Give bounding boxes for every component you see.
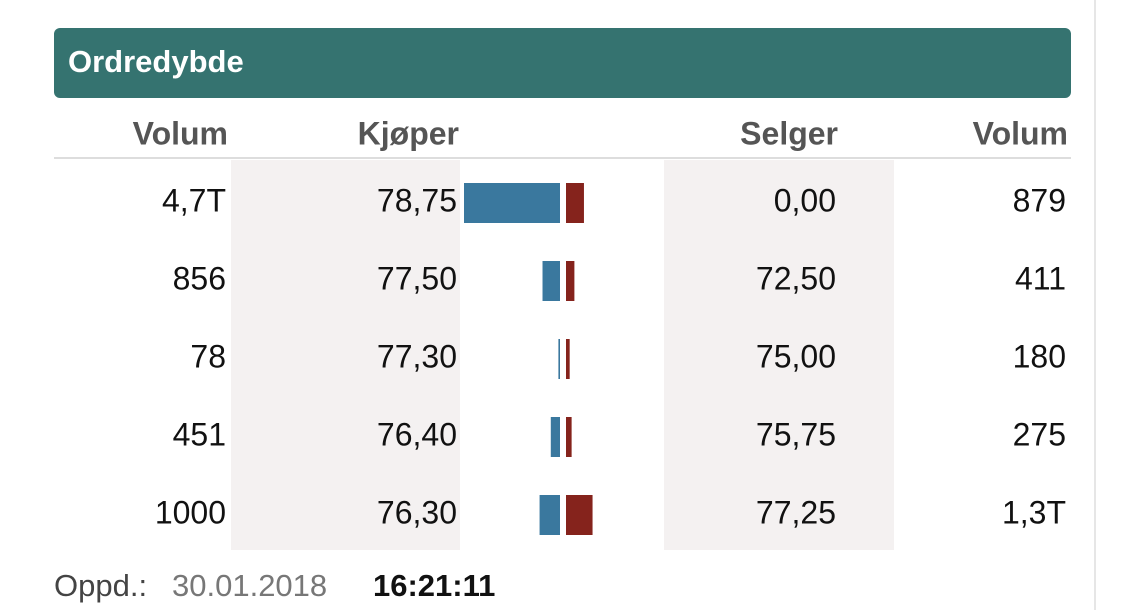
buy-price-column (231, 160, 460, 550)
buy-volume-bar (539, 495, 560, 535)
header-bar (54, 28, 1071, 98)
sell-price: 75,00 (756, 338, 836, 374)
sell-volume: 1,3T (1002, 494, 1066, 530)
sell-volume-bar (566, 183, 584, 223)
footer: Oppd.: 30.01.2018 16:21:11 (54, 568, 495, 603)
sell-volume-bar (566, 417, 572, 457)
sell-volume-bar (566, 339, 570, 379)
sell-price-column (664, 160, 894, 550)
buy-volume-bar (464, 183, 560, 223)
buy-price: 78,75 (377, 182, 457, 218)
buy-price: 76,30 (377, 494, 457, 530)
buy-volume: 1000 (155, 494, 226, 530)
sell-price: 75,75 (756, 416, 836, 452)
sell-volume: 275 (1013, 416, 1066, 452)
sell-volume: 879 (1013, 182, 1066, 218)
buy-volume-bar (558, 339, 560, 379)
buy-price: 77,50 (377, 260, 457, 296)
sell-volume: 180 (1013, 338, 1066, 374)
sell-volume-bar (566, 261, 575, 301)
footer-time: 16:21:11 (373, 568, 495, 603)
buy-price: 77,30 (377, 338, 457, 374)
sell-volume: 411 (1015, 260, 1066, 296)
column-header: Selger (740, 115, 838, 151)
buy-volume: 856 (173, 260, 226, 296)
column-header: Kjøper (358, 115, 459, 151)
column-header: Volum (973, 115, 1068, 151)
sell-volume-bar (566, 495, 593, 535)
sell-price: 0,00 (774, 182, 836, 218)
buy-volume: 4,7T (162, 182, 226, 218)
buy-volume: 78 (190, 338, 226, 374)
sell-price: 72,50 (756, 260, 836, 296)
footer-label: Oppd.: (54, 568, 147, 603)
column-header: Volum (133, 115, 228, 151)
buy-volume: 451 (173, 416, 226, 452)
sell-price: 77,25 (756, 494, 836, 530)
header-title: Ordredybde (68, 44, 244, 79)
buy-volume-bar (542, 261, 560, 301)
buy-volume-bar (550, 417, 560, 457)
footer-date: 30.01.2018 (172, 568, 327, 603)
buy-price: 76,40 (377, 416, 457, 452)
